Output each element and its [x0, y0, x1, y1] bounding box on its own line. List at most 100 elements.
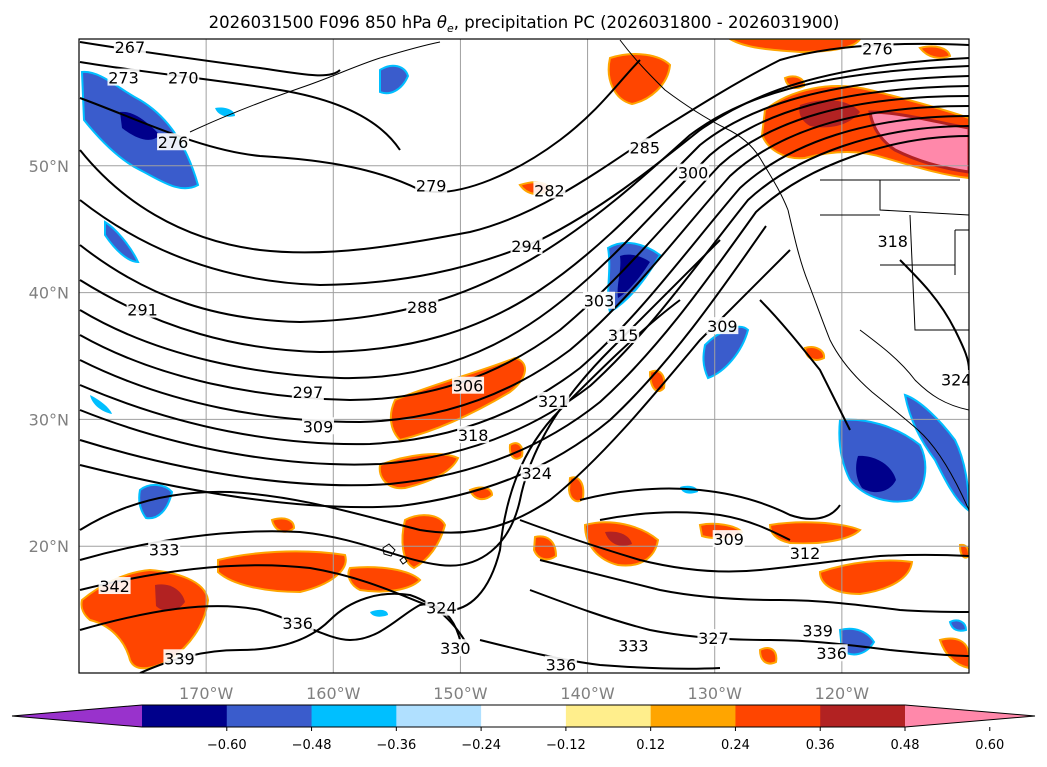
svg-text:339: 339: [164, 649, 195, 668]
longitude-tick-labels: 170°W 160°W 150°W 140°W 130°W 120°W: [179, 684, 869, 703]
colorbar-block: [565, 705, 652, 727]
contour-label: 333: [617, 636, 650, 656]
svg-text:282: 282: [534, 181, 565, 200]
svg-text:309: 309: [707, 317, 738, 336]
svg-text:300: 300: [678, 164, 709, 183]
contour-label: 336: [815, 644, 848, 663]
latitude-tick-labels: 20°N 30°N 40°N 50°N: [29, 157, 69, 556]
map-title: 2026031500 F096 850 hPa θe, precipitatio…: [209, 13, 840, 35]
contour-label: 282: [533, 181, 566, 200]
svg-text:333: 333: [149, 540, 180, 559]
contour-label: 297: [291, 383, 324, 402]
shade-region-positive: [567, 476, 585, 503]
contour-labels: 267 273 270 276 279 276 285 282 300 294 288 303 291 3…: [98, 38, 972, 675]
svg-text:336: 336: [282, 614, 313, 633]
svg-text:324: 324: [521, 464, 552, 483]
contour-label: 309: [706, 317, 739, 336]
contour-label: 315: [607, 325, 640, 345]
svg-text:324: 324: [941, 370, 972, 389]
lat-tick-label: 40°N: [29, 284, 69, 303]
map-plot-area: 267 273 270 276 279 276 285 282 300 294 288 303 291 3…: [79, 38, 972, 675]
svg-text:318: 318: [458, 426, 489, 445]
contour-label: 321: [537, 391, 570, 411]
shade-region-positive: [347, 566, 422, 593]
graticule: [79, 39, 969, 673]
contour-label: 285: [628, 138, 661, 157]
lon-tick-label: 170°W: [179, 684, 234, 703]
svg-text:288: 288: [407, 298, 438, 317]
contour-label: 324: [520, 464, 553, 483]
map-frame: [78, 38, 970, 674]
shade-region-negative: [90, 395, 112, 414]
shade-region-positive: [758, 647, 778, 665]
svg-text:306: 306: [453, 377, 484, 396]
colorbar-tick-label: −0.12: [546, 738, 586, 753]
contour-label: 312: [788, 544, 821, 563]
svg-text:273: 273: [108, 69, 139, 88]
colorbar: −0.60 −0.48 −0.36 −0.24 −0.12 0.12 0.24 0.36 0.4…: [11, 704, 1036, 753]
contour-label: 276: [157, 133, 190, 152]
svg-text:303: 303: [584, 292, 615, 311]
svg-text:324: 324: [426, 599, 457, 618]
svg-text:270: 270: [168, 69, 199, 88]
svg-text:336: 336: [546, 656, 577, 675]
contour-label: 336: [544, 655, 577, 675]
colorbar-tick-label: 0.60: [975, 738, 1004, 753]
shade-region-positive: [270, 517, 296, 533]
shade-region-positive: [605, 531, 632, 546]
colorbar-block: [142, 705, 228, 727]
svg-text:297: 297: [293, 383, 324, 402]
contour-label: 273: [107, 68, 140, 88]
svg-text:309: 309: [713, 530, 744, 549]
colorbar-tick-label: −0.24: [461, 738, 501, 753]
colorbar-block: [226, 705, 313, 727]
shade-region-negative: [104, 220, 140, 264]
contour-label: 324: [425, 598, 458, 618]
svg-text:276: 276: [158, 133, 189, 152]
colorbar-tick-label: 0.24: [721, 738, 750, 753]
contour-label: 294: [510, 237, 543, 256]
svg-text:312: 312: [790, 544, 821, 563]
lat-tick-label: 30°N: [29, 410, 69, 429]
colorbar-block: [735, 705, 821, 727]
svg-text:267: 267: [115, 38, 146, 57]
contour-label: 306: [452, 376, 485, 396]
lon-tick-label: 140°W: [560, 684, 615, 703]
shade-region-negative: [370, 609, 388, 617]
colorbar-tick-label: −0.48: [292, 738, 332, 753]
colorbar-block: [311, 705, 397, 727]
contour-label: 339: [801, 621, 834, 640]
colorbar-tick-label: 0.48: [891, 738, 920, 753]
shade-region-positive: [958, 543, 969, 559]
colorbar-tick-label: −0.36: [376, 738, 416, 753]
lat-tick-label: 50°N: [29, 157, 69, 176]
svg-text:336: 336: [816, 644, 847, 663]
svg-text:321: 321: [538, 392, 569, 411]
colorbar-tick-label: −0.60: [207, 738, 247, 753]
shade-region-negative: [138, 484, 174, 520]
contour-label: 270: [167, 68, 200, 88]
svg-text:294: 294: [511, 237, 542, 256]
shade-region-negative: [903, 393, 969, 512]
lat-tick-label: 20°N: [29, 537, 69, 556]
shade-region-negative: [948, 619, 968, 632]
contour-label: 318: [457, 426, 490, 445]
lon-tick-label: 120°W: [815, 684, 870, 703]
shade-region-positive: [532, 535, 558, 561]
colorbar-extend-low: [12, 705, 142, 727]
svg-text:309: 309: [303, 417, 334, 436]
shade-region-positive: [155, 584, 185, 611]
contour-label: 327: [697, 629, 730, 648]
colorbar-tick-label: 0.12: [636, 738, 665, 753]
lon-tick-label: 160°W: [306, 684, 361, 703]
contour-label: 336: [281, 613, 314, 633]
shade-region-negative: [379, 64, 410, 95]
contour-label: 309: [302, 417, 335, 436]
svg-text:327: 327: [698, 629, 729, 648]
svg-text:330: 330: [440, 639, 471, 658]
svg-text:291: 291: [127, 301, 158, 320]
shade-region-negative: [856, 455, 896, 493]
colorbar-extend-high: [905, 705, 1035, 727]
svg-text:285: 285: [630, 138, 661, 157]
